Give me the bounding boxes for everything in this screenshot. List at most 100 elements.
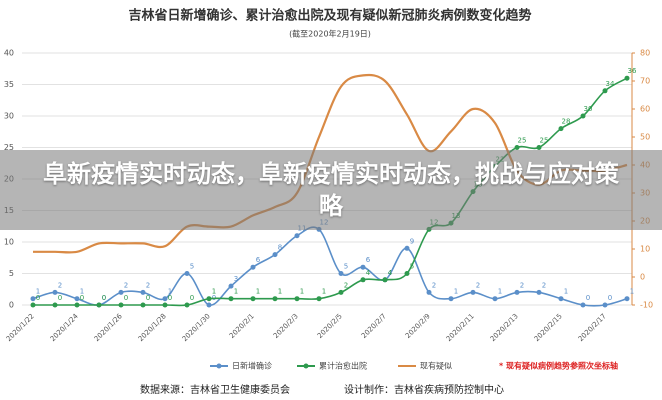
data-label: 4 [388, 269, 393, 277]
data-label: 2 [58, 281, 62, 289]
data-label: 1 [322, 288, 326, 296]
data-label: 1 [278, 288, 282, 296]
data-label: 2 [344, 281, 348, 289]
data-label: 0 [586, 294, 590, 302]
point [558, 126, 564, 132]
data-label: 1 [630, 288, 634, 296]
y2-tick-label: -10 [640, 301, 653, 310]
y-tick-label: 25 [4, 143, 14, 152]
data-label: 2 [542, 281, 546, 289]
point [624, 296, 630, 302]
data-label: 1 [80, 288, 84, 296]
point [360, 264, 366, 270]
legend-label: 日新增确诊 [232, 361, 272, 371]
point [514, 145, 520, 150]
data-label: 2 [146, 281, 150, 289]
data-label: 1 [36, 288, 40, 296]
data-label: 30 [584, 105, 593, 113]
legend-label: 现有疑似 [420, 361, 452, 371]
x-tick-label: 2020/2/3 [272, 312, 300, 340]
y2-tick-label: 60 [640, 105, 650, 114]
y-tick-label: 35 [4, 80, 14, 89]
data-label: 2 [124, 281, 128, 289]
x-tick-label: 2020/2/7 [360, 312, 388, 340]
point [162, 296, 168, 302]
point [580, 302, 586, 308]
point [74, 296, 80, 302]
y-tick-label: 30 [4, 112, 14, 121]
x-tick-label: 2020/2/5 [316, 312, 344, 340]
data-label: 1 [454, 288, 458, 296]
point [52, 289, 58, 295]
data-label: 1 [300, 288, 304, 296]
y2-tick-label: 50 [640, 133, 650, 142]
y2-tick-label: 70 [640, 77, 650, 86]
data-label: 1 [234, 288, 238, 296]
data-label: 0 [102, 294, 106, 302]
x-tick-label: 2020/1/28 [137, 312, 168, 343]
point [536, 289, 542, 295]
point [448, 296, 454, 302]
data-label: 1 [498, 288, 502, 296]
data-label: 4 [388, 269, 393, 277]
y-tick-label: 40 [4, 49, 14, 58]
data-label: 9 [410, 237, 414, 245]
point [74, 302, 80, 308]
x-tick-label: 2020/1/22 [5, 312, 36, 343]
point [536, 145, 542, 150]
data-label: 6 [256, 256, 261, 264]
series-line [33, 77, 628, 307]
point [162, 302, 168, 308]
series-line [32, 226, 628, 307]
x-tick-label: 2020/2/15 [533, 312, 564, 343]
point [338, 271, 344, 276]
point [118, 289, 124, 295]
point [30, 296, 36, 302]
data-label: 0 [58, 294, 62, 302]
data-label: 1 [564, 288, 568, 296]
point [250, 296, 256, 302]
legend-dot [303, 363, 309, 369]
x-tick-label: 2020/2/1 [228, 312, 256, 340]
point [52, 302, 58, 308]
data-label: 2 [520, 281, 524, 289]
point [228, 296, 234, 302]
data-label: 5 [344, 263, 348, 271]
point [206, 302, 212, 308]
point [294, 233, 300, 239]
chart-title: 吉林省日新增确诊、累计治愈出院及现有疑似新冠肺炎病例数变化趋势 [128, 8, 531, 24]
point [228, 283, 234, 289]
y-tick-label: 5 [9, 269, 14, 278]
point [140, 289, 146, 295]
data-label: 5 [190, 263, 194, 271]
x-tick-label: 2020/1/24 [49, 312, 80, 343]
y2-tick-label: 80 [640, 49, 650, 58]
data-label: 0 [190, 294, 194, 302]
point [272, 252, 278, 258]
data-label: 0 [36, 294, 40, 302]
data-label: 2 [476, 281, 480, 289]
point [382, 277, 388, 283]
point [602, 88, 608, 94]
point [404, 271, 410, 276]
data-label: 0 [168, 294, 172, 302]
x-tick-label: 2020/1/26 [93, 312, 124, 343]
point [184, 271, 190, 276]
x-tick-label: 2020/1/30 [181, 312, 212, 343]
y-tick-label: 0 [9, 301, 14, 310]
legend-label: 累计治愈出院 [319, 361, 367, 371]
data-label: 0 [102, 294, 106, 302]
point [30, 302, 36, 308]
point [96, 302, 102, 308]
point [184, 302, 190, 308]
data-label: 36 [628, 67, 637, 75]
data-label: 0 [80, 294, 84, 302]
data-label: 0 [608, 294, 612, 302]
data-label: 4 [366, 269, 371, 277]
legend-dot [216, 363, 222, 369]
point [272, 296, 278, 302]
point [338, 289, 344, 295]
point [118, 302, 124, 308]
data-label: 25 [518, 137, 527, 145]
chart-subtitle: (截至2020年2月19日) [289, 29, 371, 39]
